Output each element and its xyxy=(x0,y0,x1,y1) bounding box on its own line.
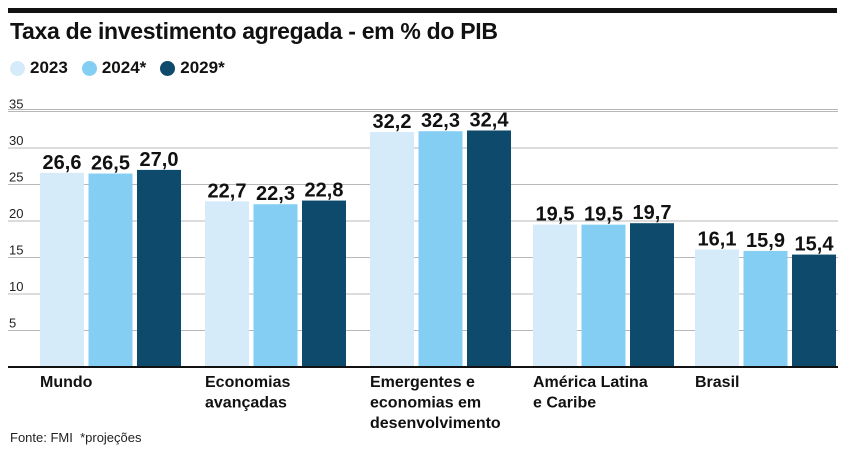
bar-2-2023 xyxy=(205,201,249,367)
bar-1-2029 xyxy=(137,169,181,367)
data-label-3-2029: 32,4 xyxy=(470,109,510,131)
data-label-5-2023: 16,1 xyxy=(698,228,737,250)
legend-swatch-2029 xyxy=(160,60,176,76)
data-label-5-2029: 15,4 xyxy=(795,234,835,256)
legend-swatch-2023 xyxy=(10,60,25,76)
category-label-2-line-2: avançadas xyxy=(205,395,287,412)
y-tick-label-30: 30 xyxy=(9,133,23,148)
category-label-4-line-2: e Caribe xyxy=(533,395,596,412)
bar-2-2029 xyxy=(302,200,346,367)
y-tick-label-25: 25 xyxy=(9,170,23,185)
y-tick-label-10: 10 xyxy=(9,279,23,294)
category-label-3-line-3: desenvolvimento xyxy=(370,415,501,430)
category-label-5-line-1: Brasil xyxy=(695,374,739,391)
bar-5-2024 xyxy=(743,250,788,367)
data-label-3-2024: 32,3 xyxy=(421,110,460,132)
bar-3-2029 xyxy=(467,130,511,367)
legend: 2023 2024* 2029* xyxy=(10,58,225,78)
data-label-4-2023: 19,5 xyxy=(536,204,575,226)
data-label-4-2024: 19,5 xyxy=(584,204,623,226)
legend-label-2024: 2024* xyxy=(101,58,147,77)
category-label-1-line-1: Mundo xyxy=(40,374,93,391)
y-tick-label-20: 20 xyxy=(9,206,23,221)
chart-title: Taxa de investimento agregada - em % do … xyxy=(10,18,498,44)
data-label-2-2023: 22,7 xyxy=(208,180,247,202)
y-tick-label-35: 35 xyxy=(9,97,23,112)
category-label-4-line-1: América Latina xyxy=(533,374,648,391)
source-note: Fonte: FMI *projeções xyxy=(10,430,142,445)
legend-item-2024: 2024* xyxy=(81,58,147,78)
bar-1-2024 xyxy=(88,173,133,367)
legend-item-2029: 2029* xyxy=(160,58,225,78)
data-label-1-2029: 27,0 xyxy=(140,149,179,171)
bar-chart: 26,6 26,5 27,0 Mundo 22,7 22,3 22,8 Economias av… xyxy=(8,97,838,430)
legend-item-2023: 2023 xyxy=(10,58,68,78)
bar-4-2029 xyxy=(630,223,674,367)
data-label-3-2023: 32,2 xyxy=(373,111,412,133)
y-tick-label-15: 15 xyxy=(9,243,23,258)
y-tick-label-5: 5 xyxy=(9,316,16,331)
bar-3-2023 xyxy=(370,131,414,367)
data-label-2-2029: 22,8 xyxy=(305,180,344,202)
bar-5-2029 xyxy=(792,254,836,367)
data-label-1-2024: 26,5 xyxy=(91,153,130,175)
bar-2-2024 xyxy=(253,204,298,367)
legend-label-2029: 2029* xyxy=(180,58,225,77)
top-rule xyxy=(8,8,837,13)
bar-5-2023 xyxy=(695,249,739,367)
legend-swatch-2024 xyxy=(81,60,97,76)
bar-3-2024 xyxy=(418,131,463,367)
data-label-5-2024: 15,9 xyxy=(746,230,785,252)
data-label-2-2024: 22,3 xyxy=(256,183,295,205)
legend-label-2023: 2023 xyxy=(30,58,68,77)
category-label-2-line-1: Economias xyxy=(205,374,290,391)
bar-1-2023 xyxy=(40,172,84,367)
category-label-3-line-1: Emergentes e xyxy=(370,374,475,391)
data-label-4-2029: 19,7 xyxy=(633,202,672,224)
bar-4-2023 xyxy=(533,224,577,367)
category-label-3-line-2: economias em xyxy=(370,395,481,412)
data-label-1-2023: 26,6 xyxy=(43,152,82,174)
bar-4-2024 xyxy=(581,224,626,367)
